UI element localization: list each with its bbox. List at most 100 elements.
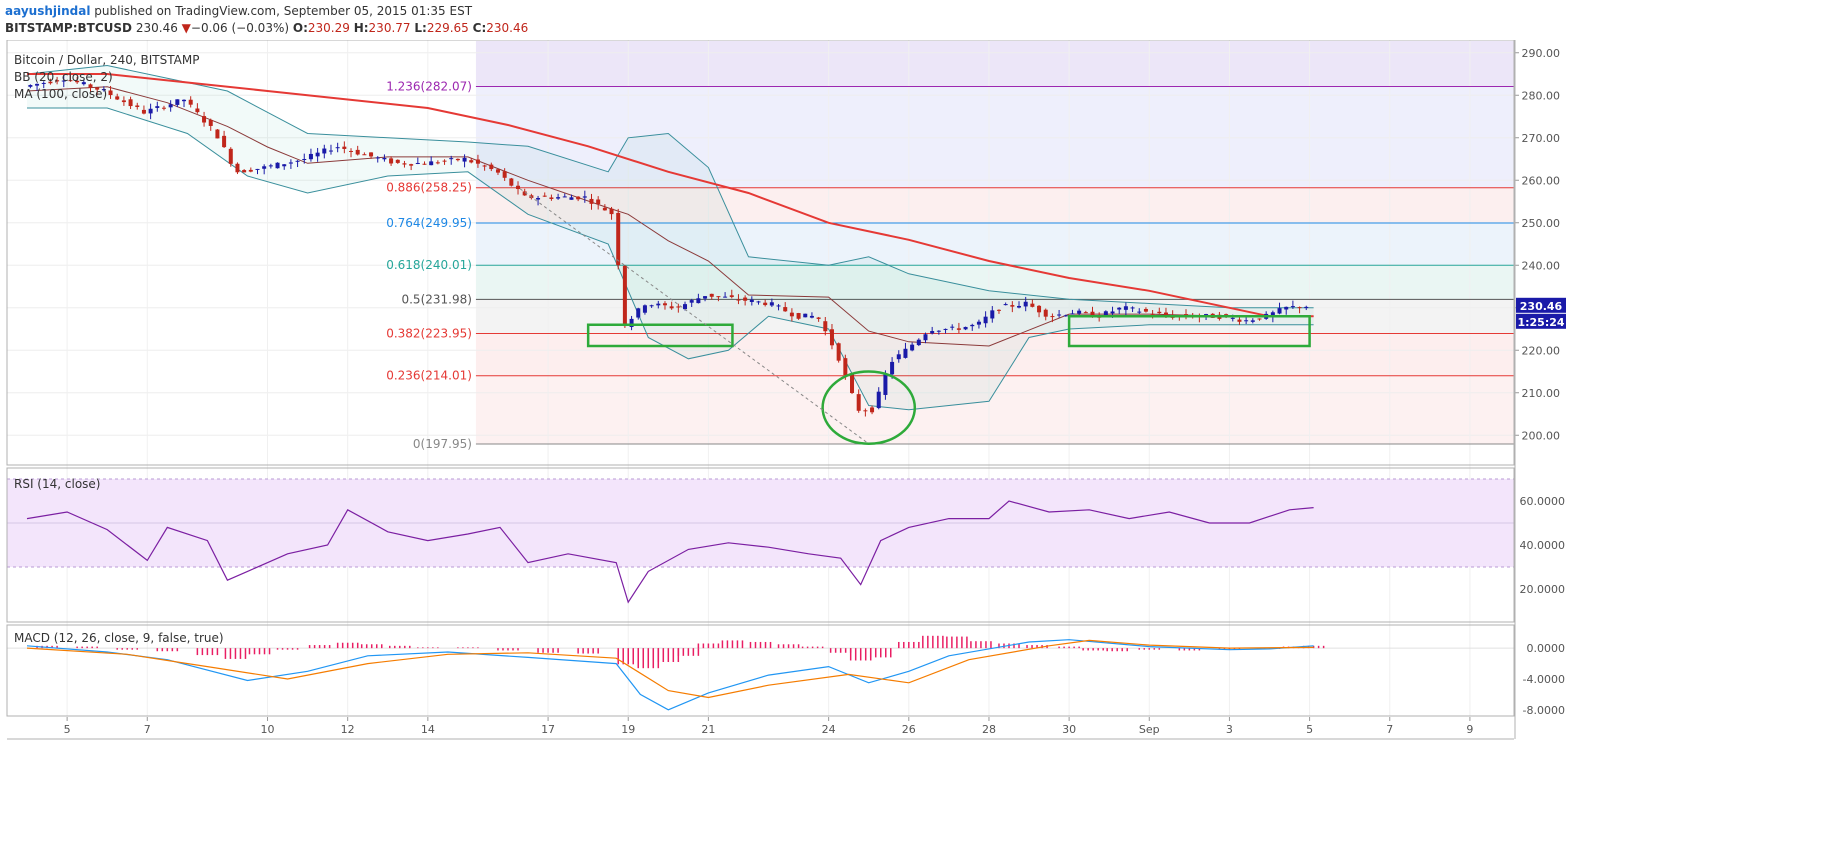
time-tick-label: 9 <box>1466 723 1473 736</box>
candle-body <box>409 164 414 166</box>
candle-body <box>729 295 734 298</box>
candle-body <box>1063 315 1068 317</box>
candle-body <box>61 80 66 82</box>
candle-body <box>569 197 574 200</box>
candle-body <box>1010 305 1015 307</box>
author-link[interactable]: aayushjindal <box>5 4 91 18</box>
candle-body <box>803 313 808 318</box>
rsi-tick-label: 60.0000 <box>1520 495 1566 508</box>
candle-body <box>990 310 995 319</box>
candle-body <box>95 87 100 90</box>
moving-average <box>27 73 1314 318</box>
candle-body <box>375 157 380 159</box>
time-tick-label: 5 <box>1306 723 1313 736</box>
macd-pane <box>7 635 1514 711</box>
candle-body <box>736 299 741 301</box>
candle-body <box>1130 307 1135 309</box>
candle-body <box>1204 314 1209 316</box>
time-tick-label: 19 <box>621 723 635 736</box>
candle-body <box>355 149 360 155</box>
candle-body <box>1297 307 1302 309</box>
candle-body <box>709 293 714 297</box>
candle-body <box>248 169 253 172</box>
fib-zone <box>475 222 1515 266</box>
candle-body <box>402 163 407 165</box>
candle-body <box>228 148 233 164</box>
candle-body <box>562 196 567 198</box>
price-pane-frame <box>6 40 1515 466</box>
candle-body <box>743 297 748 301</box>
candle-body <box>916 339 921 346</box>
candle-body <box>669 306 674 309</box>
candle-body <box>342 146 347 149</box>
candle-body <box>1037 305 1042 313</box>
candle-body <box>389 158 394 164</box>
candle-body <box>1230 317 1235 319</box>
candle-body <box>35 83 40 86</box>
candle-body <box>108 90 113 96</box>
candle-body <box>1077 310 1082 314</box>
change-value: −0.06 (−0.03%) <box>190 21 290 35</box>
time-tick-label: 7 <box>1386 723 1393 736</box>
candle-body <box>41 82 46 84</box>
candle-body <box>182 99 187 102</box>
rsi-pane-frame <box>6 467 1515 623</box>
candle-body <box>282 164 287 167</box>
candle-body <box>923 334 928 341</box>
candle-body <box>602 207 607 211</box>
rsi-tick-label: 20.0000 <box>1520 583 1566 596</box>
candle-body <box>429 161 434 166</box>
macd-tick-label: -8.0000 <box>1523 704 1565 717</box>
last-price: 230.46 <box>135 21 178 35</box>
candle-body <box>462 157 467 162</box>
candle-body <box>315 152 320 157</box>
candle-body <box>422 163 427 165</box>
annotation-rectangle <box>1067 315 1311 348</box>
candle-body <box>636 308 641 318</box>
axes: 290.00 280.00 270.00 260.00 250.00 240.00 230.… <box>64 47 1566 736</box>
candle-body <box>769 302 774 306</box>
candle-body <box>996 309 1001 311</box>
candle-body <box>1157 311 1162 314</box>
annotation-rectangle <box>586 323 734 348</box>
candle-body <box>809 315 814 318</box>
low-value: 229.65 <box>426 21 469 35</box>
fib-label: 0(197.95) <box>413 437 472 451</box>
candle-body <box>509 178 514 186</box>
candle-body <box>649 305 654 307</box>
candle-body <box>683 304 688 310</box>
candle-body <box>676 306 681 308</box>
candle-body <box>542 195 547 197</box>
candle-body <box>288 162 293 164</box>
candle-body <box>1117 307 1122 310</box>
candle-body <box>148 108 153 114</box>
macd-signal-line <box>26 639 1314 699</box>
chart-svg[interactable]: 1.236(282.07) 0.886(258.25) 0.764(249.95) 0… <box>0 40 1824 863</box>
candle-body <box>936 330 941 332</box>
candle-body <box>870 407 875 413</box>
grid-lines <box>7 40 1514 716</box>
candle-body <box>141 109 146 114</box>
candle-body <box>128 99 133 107</box>
candle-body <box>930 331 935 334</box>
candle-body <box>1270 312 1275 317</box>
symbol-label[interactable]: BITSTAMP:BTCUSD <box>5 21 133 35</box>
rsi-pane <box>7 478 1514 604</box>
candle-body <box>789 312 794 317</box>
candle-body <box>616 212 621 266</box>
candle-body <box>549 197 554 200</box>
candle-body <box>1030 303 1035 307</box>
fib-zone <box>475 333 1515 376</box>
pane-frames <box>6 40 1516 740</box>
time-tick-label: 17 <box>541 723 555 736</box>
price-tick-label: 260.00 <box>1522 174 1561 187</box>
candle-body <box>1103 311 1108 317</box>
candle-body <box>369 152 374 157</box>
time-tick-label: 12 <box>341 723 355 736</box>
candle-body <box>556 197 561 199</box>
candle-body <box>723 296 728 298</box>
candle-body <box>255 168 260 170</box>
candle-body <box>1123 306 1128 310</box>
high-label: H: <box>353 21 369 35</box>
candle-body <box>262 166 267 169</box>
